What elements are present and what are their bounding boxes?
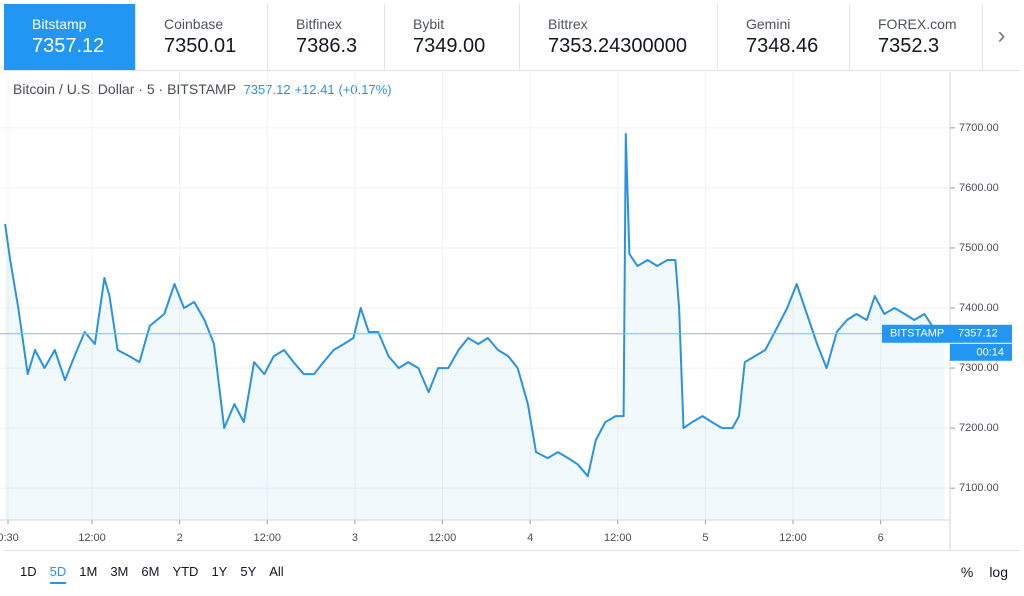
exchange-name: Bittrex — [548, 16, 588, 32]
y-tick-label: 7400.00 — [959, 302, 999, 314]
x-tick-label: 12:00 — [78, 532, 106, 544]
exchange-tab[interactable]: FOREX.com 7352.3 — [850, 4, 983, 70]
x-tick-label: 12:00 — [429, 532, 457, 544]
range-button[interactable]: YTD — [172, 564, 199, 579]
y-tick-label: 7700.00 — [959, 122, 999, 134]
x-tick-label: 12:00 — [253, 532, 281, 544]
exchange-name: Gemini — [746, 16, 791, 32]
toolbar: 1D 5D 1M 3M 6M YTD 1Y 5Y All % log — [4, 550, 1020, 595]
x-tick-label: 4 — [527, 532, 533, 544]
symbol-header: Bitcoin / U.S. Dollar · 5 · BITSTAMP 735… — [13, 81, 392, 97]
exchange: BITSTAMP — [167, 81, 236, 97]
x-tick-label: 2 — [177, 532, 183, 544]
x-tick-label: 0:30 — [0, 532, 19, 544]
x-tick-label: 12:00 — [604, 532, 632, 544]
interval: 5 — [146, 81, 155, 97]
exchange-price: 7353.24300000 — [548, 35, 688, 57]
x-tick-label: 3 — [352, 532, 358, 544]
y-tick-label: 7500.00 — [959, 242, 999, 254]
range-button[interactable]: 5Y — [240, 564, 257, 579]
exchange-tab[interactable]: Gemini 7348.46 — [718, 4, 850, 70]
exchange-name: Bitfinex — [296, 16, 342, 32]
exchange-tab[interactable]: Coinbase 7350.01 — [136, 4, 268, 70]
exchange-price: 7352.3 — [878, 35, 940, 57]
range-button[interactable]: 5D — [49, 564, 67, 584]
countdown-box — [950, 343, 1012, 361]
exchange-price: 7348.46 — [746, 35, 819, 57]
scale-button[interactable]: % — [960, 564, 974, 580]
x-tick-label: 6 — [878, 532, 884, 544]
next-arrow[interactable]: › — [997, 22, 1006, 49]
last-price-value: 7357.12 — [958, 328, 998, 340]
range-button[interactable]: 6M — [141, 564, 160, 579]
chart: 7100.00 7200.00 7300.00 7400.00 7500.00 7600.… — [0, 72, 1012, 550]
change: +12.41 — [294, 82, 335, 97]
exchange-price: 7349.00 — [413, 35, 486, 57]
exchange-name: Bybit — [413, 16, 445, 32]
x-tick-label: 12:00 — [779, 532, 807, 544]
scale-buttons: % log — [945, 564, 1008, 580]
exchange-name: Bitstamp — [32, 16, 87, 32]
range-button[interactable]: 3M — [110, 564, 129, 579]
x-tick-label: 5 — [702, 532, 708, 544]
scale-button[interactable]: log — [989, 564, 1008, 580]
symbol: Bitcoin / U.S. Dollar — [13, 81, 135, 97]
last-price-exchange: BITSTAMP — [890, 328, 944, 340]
y-tick-label: 7300.00 — [959, 362, 999, 374]
range-button[interactable]: 1D — [20, 564, 37, 579]
exchange-tab[interactable]: Bitstamp 7357.12 — [4, 4, 136, 70]
last-price-box — [882, 324, 1012, 343]
price-line — [4, 132, 945, 478]
y-tick-label: 7200.00 — [959, 422, 999, 434]
countdown: 00:14 — [976, 347, 1004, 359]
exchange-name: FOREX.com — [878, 16, 957, 32]
exchange-price: 7386.3 — [296, 35, 358, 57]
exchange-price: 7357.12 — [32, 35, 105, 57]
area — [5, 133, 945, 520]
range-button[interactable]: 1Y — [211, 564, 228, 579]
y-tick-label: 7600.00 — [959, 182, 999, 194]
y-tick-label: 7100.00 — [959, 482, 999, 494]
range-button[interactable]: 1M — [79, 564, 98, 579]
exchange-price: 7350.01 — [164, 35, 237, 57]
range-button[interactable]: All — [269, 564, 284, 579]
exchange-tab[interactable]: Bitfinex 7386.3 — [268, 4, 385, 70]
exchange-tab[interactable]: Bittrex 7353.24300000 — [520, 4, 718, 70]
exchange-name: Coinbase — [164, 16, 224, 32]
change-pct: (+0.17%) — [338, 82, 392, 97]
ranges: 1D 5D 1M 3M 6M YTD 1Y 5Y All — [20, 564, 297, 584]
exchange-tabs: Bitstamp 7357.12 Coinbase 7350.01 Bitfinex 73… — [4, 4, 1020, 71]
exchange-tab[interactable]: Bybit 7349.00 — [385, 4, 520, 70]
